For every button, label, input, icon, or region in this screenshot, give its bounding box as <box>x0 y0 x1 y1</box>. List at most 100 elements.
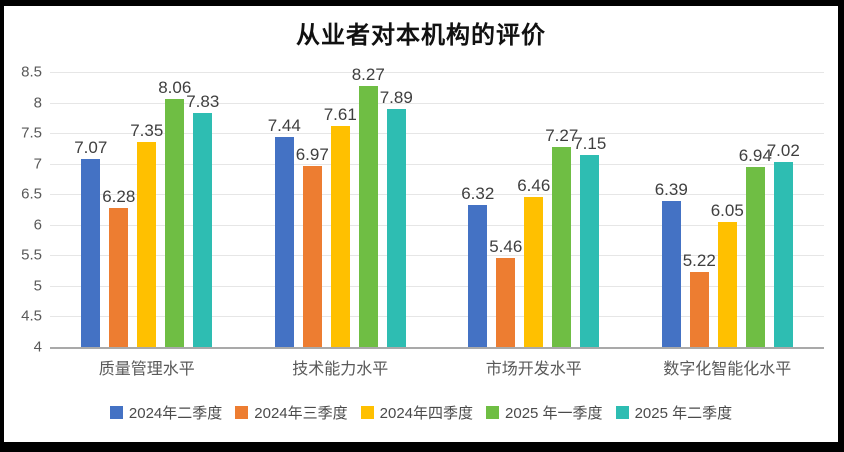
data-label: 7.61 <box>323 105 357 125</box>
bar-slot: 5.46 <box>489 72 522 347</box>
bar <box>81 159 101 347</box>
data-label: 7.44 <box>267 115 301 135</box>
y-axis: 8.5 8 7.5 7 6.5 6 5.5 5 4.5 4 <box>4 64 42 356</box>
bar-slot: 6.28 <box>102 72 135 347</box>
x-axis-labels: 质量管理水平 技术能力水平 市场开发水平 数字化智能化水平 <box>50 355 824 379</box>
bar <box>358 86 378 347</box>
bar-slot: 6.46 <box>517 72 550 347</box>
bar-slot: 5.22 <box>683 72 716 347</box>
data-label: 6.94 <box>738 146 772 166</box>
bar <box>109 207 129 347</box>
bar <box>773 162 793 347</box>
y-tick-label: 8 <box>33 94 42 112</box>
bar <box>468 205 488 347</box>
bar-slot: 7.61 <box>324 72 357 347</box>
category-label: 数字化智能化水平 <box>663 361 792 378</box>
bar <box>165 98 185 347</box>
gridline <box>50 133 824 135</box>
bar <box>689 272 709 347</box>
bar-groups: 7.07 6.28 7.35 8.06 7.83 7.44 6.97 7.61 8.27 7.89… <box>50 66 825 347</box>
data-label: 8.27 <box>351 65 385 85</box>
y-tick-label: 8.5 <box>21 63 42 81</box>
category-label: 技术能力水平 <box>292 361 389 378</box>
data-label: 6.46 <box>517 175 551 195</box>
data-label: 5.46 <box>489 236 523 256</box>
data-label: 7.27 <box>545 126 579 146</box>
bar-group: 6.32 5.46 6.46 7.27 7.15 <box>437 72 631 347</box>
legend-swatch-icon <box>486 406 500 419</box>
bar-slot: 7.27 <box>545 72 578 347</box>
legend-item: 2024年二季度 <box>109 402 222 423</box>
bar <box>580 154 600 347</box>
data-label: 7.35 <box>130 121 164 141</box>
bar-slot: 7.89 <box>380 72 413 347</box>
bar-slot: 6.97 <box>296 72 329 347</box>
bar <box>386 109 406 347</box>
y-tick-label: 7.5 <box>21 124 42 142</box>
bar <box>552 147 572 347</box>
bar <box>745 167 765 347</box>
data-label: 6.28 <box>102 186 136 206</box>
data-label: 8.06 <box>158 77 192 97</box>
bar-slot: 7.02 <box>767 72 800 347</box>
category-label: 质量管理水平 <box>98 361 195 378</box>
data-label: 7.07 <box>74 138 108 158</box>
y-tick-label: 4.5 <box>21 307 42 325</box>
y-tick-label: 6 <box>33 216 42 234</box>
legend: 2024年二季度 2024年三季度 2024年四季度 2025 年一季度 2025 年二… <box>4 402 838 423</box>
y-tick-label: 5 <box>33 277 42 295</box>
y-tick-label: 5.5 <box>21 246 42 264</box>
legend-label: 2025 年二季度 <box>634 405 733 422</box>
bar-group: 7.07 6.28 7.35 8.06 7.83 <box>50 72 244 347</box>
bar <box>661 200 681 347</box>
data-label: 6.32 <box>461 184 495 204</box>
gridline <box>50 163 824 165</box>
bar-slot: 6.32 <box>461 72 494 347</box>
bar-slot: 6.94 <box>739 72 772 347</box>
gridline <box>50 72 824 73</box>
legend-swatch-icon <box>615 406 629 419</box>
gridline <box>50 224 824 226</box>
data-label: 6.05 <box>710 200 744 220</box>
bar-slot: 7.07 <box>74 72 107 347</box>
chart-title: 从业者对本机构的评价 <box>296 20 546 49</box>
bar <box>274 136 294 347</box>
legend-label: 2025 年一季度 <box>505 405 603 422</box>
y-tick-label: 6.5 <box>21 185 42 203</box>
gridline <box>50 194 824 196</box>
gridline <box>50 255 824 257</box>
legend-swatch-icon <box>109 406 123 419</box>
plot-area: 7.07 6.28 7.35 8.06 7.83 7.44 6.97 7.61 8.27 7.89… <box>50 66 825 349</box>
legend-swatch-icon <box>235 406 249 419</box>
bar-slot: 7.35 <box>130 72 163 347</box>
data-label: 5.22 <box>682 251 716 271</box>
bar-slot: 6.39 <box>655 72 688 347</box>
bar-slot: 7.83 <box>186 72 219 347</box>
bar-slot: 7.44 <box>268 72 301 347</box>
bar <box>496 257 516 347</box>
data-label: 7.83 <box>186 91 220 111</box>
data-label: 7.02 <box>766 141 800 161</box>
bar-group: 6.39 5.22 6.05 6.94 7.02 <box>631 72 825 347</box>
bar <box>302 165 322 347</box>
legend-item: 2025 年一季度 <box>486 402 603 423</box>
category-label: 市场开发水平 <box>485 361 582 378</box>
gridline <box>50 316 824 318</box>
bar-slot: 8.27 <box>352 66 385 347</box>
data-label: 7.89 <box>379 88 413 108</box>
legend-item: 2024年四季度 <box>360 402 473 423</box>
bar-slot: 7.15 <box>573 72 606 347</box>
bar <box>524 196 544 347</box>
bar <box>330 126 350 347</box>
bar-group: 7.44 6.97 7.61 8.27 7.89 <box>244 66 438 347</box>
legend-swatch-icon <box>360 406 374 419</box>
gridline <box>50 102 824 104</box>
y-tick-label: 4 <box>33 338 42 356</box>
legend-label: 2024年三季度 <box>254 405 348 422</box>
y-tick-label: 7 <box>33 155 42 173</box>
legend-item: 2025 年二季度 <box>615 402 733 423</box>
data-label: 6.97 <box>295 144 329 164</box>
bar <box>717 221 737 347</box>
x-axis-line <box>50 347 824 349</box>
